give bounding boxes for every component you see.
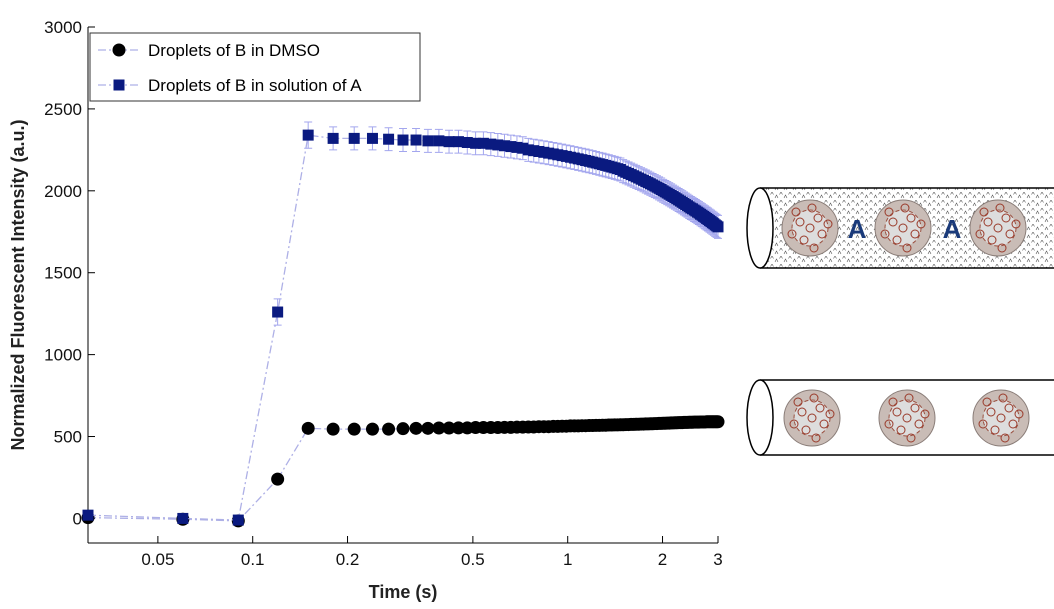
droplet: [969, 199, 1027, 257]
y-tick-label: 1000: [44, 346, 82, 365]
legend-marker: [112, 43, 126, 57]
data-point: [271, 472, 285, 486]
data-point: [382, 422, 396, 436]
tube-plain: [746, 379, 1054, 456]
data-point: [492, 139, 504, 151]
droplet: [878, 389, 936, 447]
data-point: [498, 140, 510, 152]
data-point: [347, 422, 361, 436]
series-line: [87, 421, 718, 522]
series: [81, 415, 725, 528]
data-point: [272, 306, 284, 318]
droplet: [783, 389, 841, 447]
legend-marker: [113, 79, 125, 91]
data-point: [422, 135, 434, 147]
data-point: [301, 421, 315, 435]
legend-label: Droplets of B in DMSO: [148, 41, 320, 60]
legend-box: [89, 32, 421, 102]
x-tick-label: 0.2: [336, 550, 360, 569]
data-point: [396, 422, 410, 436]
data-point: [461, 136, 473, 148]
data-point: [485, 138, 497, 150]
data-point: [383, 133, 395, 145]
data-point: [712, 221, 724, 233]
data-point: [433, 135, 445, 147]
series-line: [87, 134, 719, 521]
droplet: [781, 199, 839, 257]
data-point: [232, 514, 244, 526]
x-tick-label: 3: [713, 550, 722, 569]
data-point: [711, 415, 725, 429]
data-point: [443, 136, 455, 148]
tube-end: [746, 187, 774, 269]
data-point: [397, 134, 409, 146]
data-point: [470, 137, 482, 149]
data-point: [302, 129, 314, 141]
droplet: [874, 199, 932, 257]
tube-with-a: A A: [746, 187, 1054, 269]
data-point: [505, 141, 517, 153]
x-tick-label: 1: [563, 550, 572, 569]
x-tick-label: 0.5: [461, 550, 485, 569]
data-point: [452, 136, 464, 148]
data-point: [366, 132, 378, 144]
data-point: [410, 134, 422, 146]
y-tick-label: 1500: [44, 264, 82, 283]
y-tick-label: 500: [54, 428, 82, 447]
data-point: [177, 512, 189, 524]
data-point: [348, 132, 360, 144]
data-point: [442, 421, 456, 435]
x-tick-label: 0.05: [141, 550, 174, 569]
droplet: [972, 389, 1030, 447]
legend-label: Droplets of B in solution of A: [148, 76, 362, 95]
series: [82, 121, 724, 526]
y-tick-label: 2000: [44, 182, 82, 201]
y-tick-label: 2500: [44, 100, 82, 119]
data-point: [82, 509, 94, 521]
x-tick-label: 2: [658, 550, 667, 569]
data-point: [421, 421, 435, 435]
label-a: A: [848, 214, 867, 244]
data-point: [409, 421, 423, 435]
y-axis-label: Normalized Fluorescent Intensity (a.u.): [8, 119, 28, 450]
plot-area: 0 500 1000 1500 2000 2500 3000 0.05 0.1 0.2 0.5 1 2 3…: [8, 18, 725, 602]
data-point: [511, 141, 523, 153]
x-tick-label: 0.1: [241, 550, 265, 569]
data-point: [517, 142, 529, 154]
data-point: [365, 422, 379, 436]
data-point: [432, 421, 446, 435]
tube-end: [746, 379, 774, 456]
legend: Droplets of B in DMSO Droplets of B in so…: [89, 32, 421, 102]
data-point: [326, 422, 340, 436]
x-axis-label: Time (s): [369, 582, 438, 602]
label-a: A: [943, 214, 962, 244]
data-point: [477, 137, 489, 149]
diagram: A A: [746, 187, 1054, 456]
data-point: [327, 132, 339, 144]
y-tick-label: 0: [73, 509, 82, 528]
y-tick-label: 3000: [44, 18, 82, 37]
